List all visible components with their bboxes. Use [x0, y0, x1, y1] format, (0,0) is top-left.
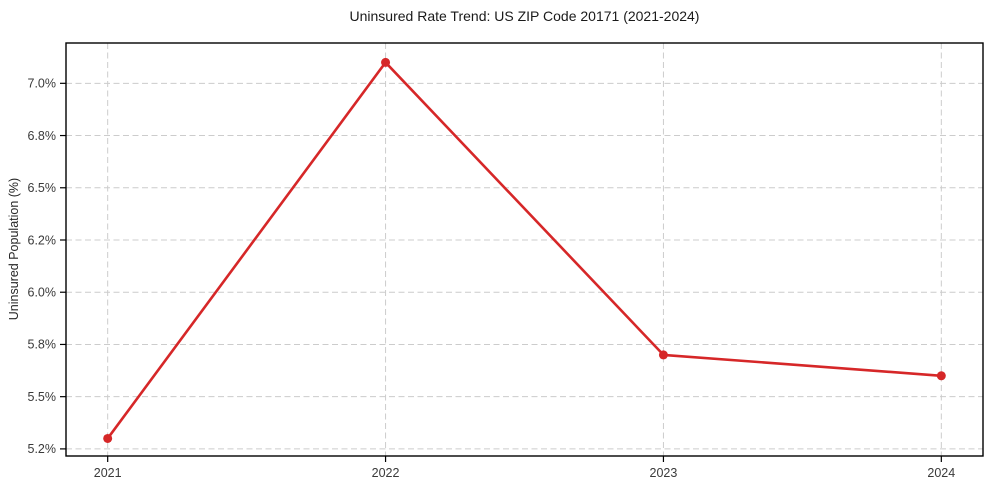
series-line [106, 61, 943, 440]
y-tick-label: 6.5% [28, 181, 57, 195]
chart-title: Uninsured Rate Trend: US ZIP Code 20171 … [349, 8, 700, 24]
data-point-marker [103, 433, 113, 443]
y-tick-label: 6.2% [28, 233, 57, 247]
y-tick-label: 5.8% [28, 338, 57, 352]
y-tick-label: 6.0% [28, 286, 57, 300]
y-tick-label: 7.0% [28, 77, 57, 91]
y-tick-label: 5.5% [28, 390, 57, 404]
x-tick-label: 2022 [372, 466, 400, 480]
x-tick-label: 2023 [650, 466, 678, 480]
plot-border [65, 42, 984, 457]
data-point-marker [936, 371, 946, 381]
x-tick-label: 2024 [927, 466, 955, 480]
y-axis-label: Uninsured Population (%) [7, 177, 21, 321]
gridlines [66, 43, 983, 456]
x-tick-label: 2021 [94, 466, 122, 480]
axis-ticks [60, 82, 942, 462]
y-tick-label: 5.2% [28, 442, 57, 456]
x-tick-labels: 2021 2022 2023 2024 [94, 466, 955, 480]
series-markers [103, 57, 946, 443]
y-tick-label: 6.8% [28, 129, 57, 143]
y-tick-labels: 5.2% 5.5% 5.8% 6.0% 6.2% 6.5% 6.8% 7.0% [28, 77, 57, 457]
data-point-marker [658, 350, 668, 360]
data-point-marker [381, 57, 391, 67]
